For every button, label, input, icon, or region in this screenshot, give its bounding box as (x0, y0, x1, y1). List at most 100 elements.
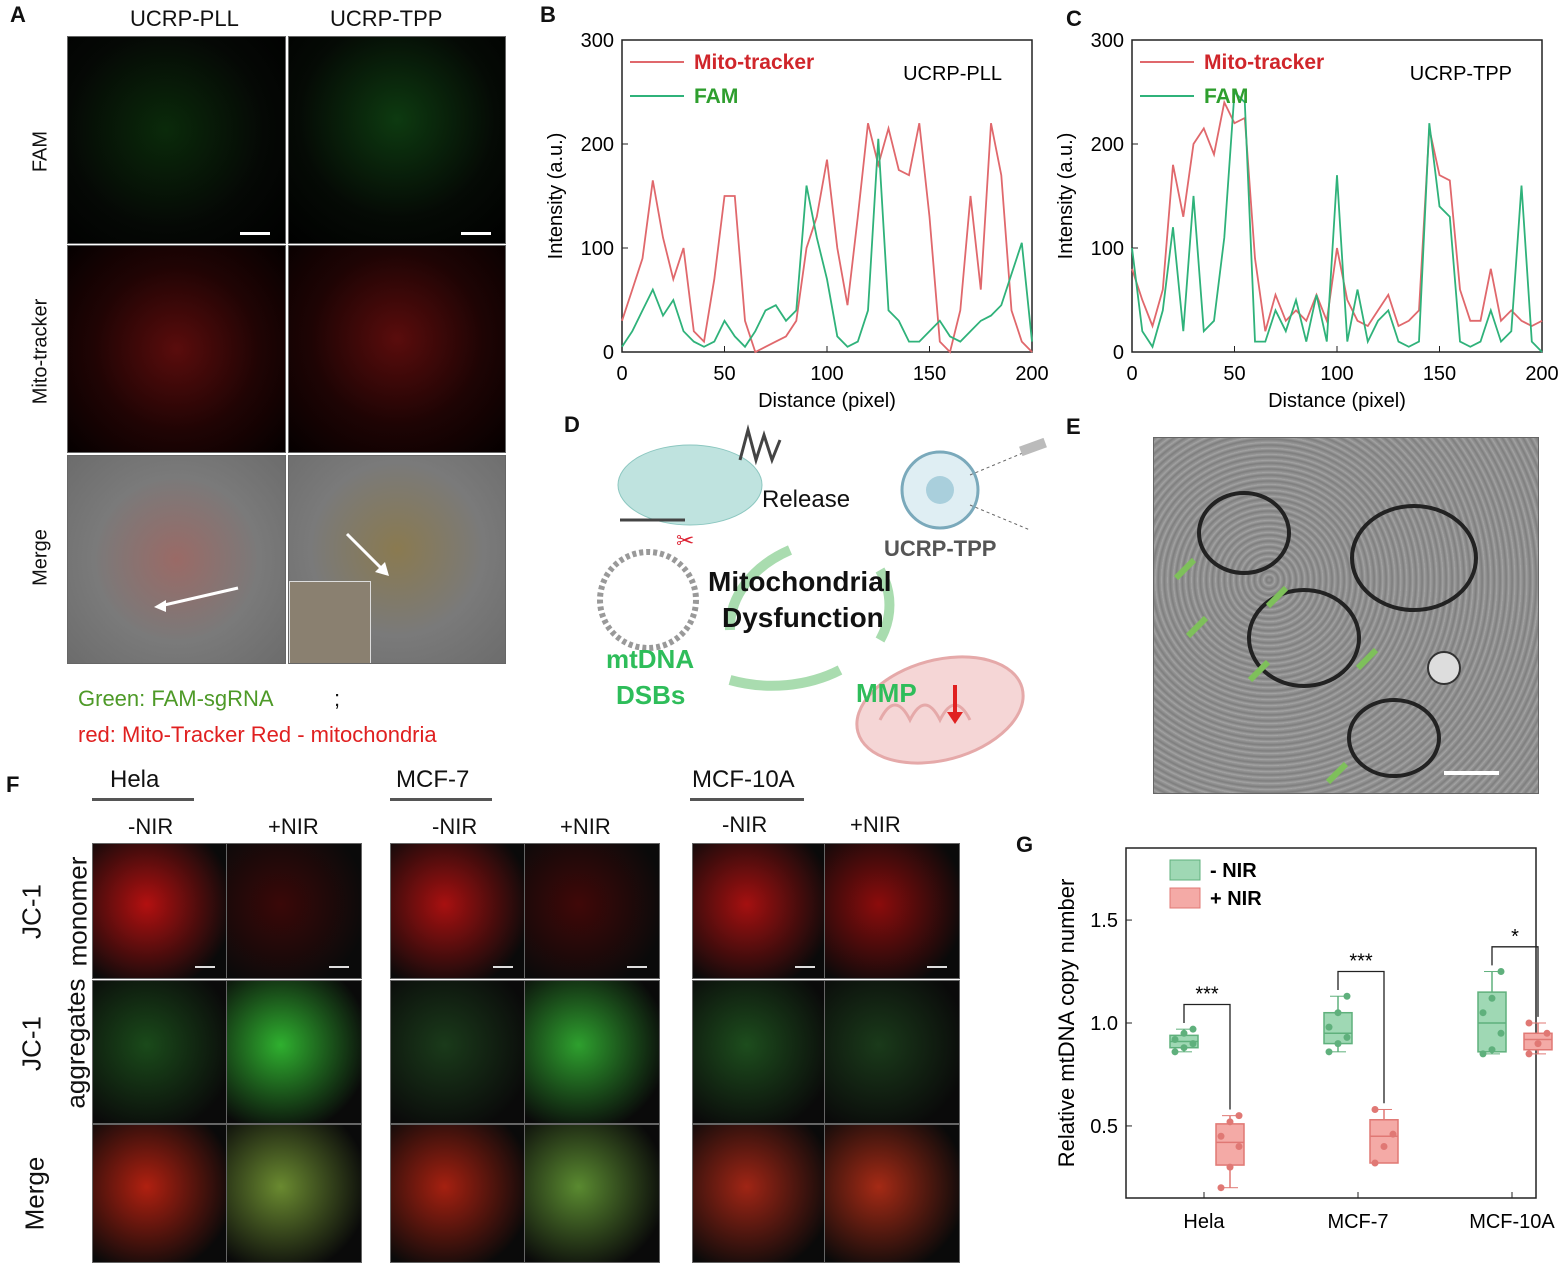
x-tick-label: MCF-10A (1469, 1211, 1555, 1233)
scale-bar (927, 966, 947, 968)
group-underline (690, 798, 804, 801)
significance-label: * (1511, 926, 1519, 948)
jc1-micrograph (692, 980, 828, 1124)
data-point (1226, 1163, 1234, 1171)
y-axis-label: Intensity (a.u.) (1055, 133, 1077, 260)
mitochondrion-icon (855, 655, 1025, 765)
series-line-mito-tracker (1131, 99, 1543, 332)
panel-label-e: E (1066, 414, 1081, 439)
data-point (1325, 1023, 1333, 1031)
row-label-mito-tracker: Mito-tracker (29, 298, 52, 405)
jc1-micrograph (92, 843, 228, 979)
data-point (1525, 1050, 1533, 1058)
y-tick-label: 0 (1113, 342, 1124, 364)
data-point (1488, 994, 1496, 1002)
scale-bar (627, 966, 647, 968)
x-tick-label: 0 (1126, 363, 1137, 385)
col-header-ucrp-pll: UCRP-PLL (130, 6, 239, 31)
label-dysfunction: Dysfunction (722, 602, 884, 633)
y-tick-label: 100 (581, 238, 614, 260)
data-point (1171, 1048, 1179, 1056)
panel-label-d: D (564, 412, 580, 437)
jc1-micrograph (524, 1124, 660, 1263)
cycle-arrow (724, 545, 793, 631)
data-point (1534, 1040, 1542, 1048)
y-tick-label: 200 (1091, 134, 1124, 156)
condition-plus-nir: +NIR (268, 814, 319, 839)
significance-bracket (1183, 1003, 1231, 1110)
scale-bar (329, 966, 349, 968)
y-tick-label: 1.0 (1090, 1013, 1118, 1035)
y-tick-label: 0.5 (1090, 1116, 1118, 1138)
legend-label: FAM (1204, 85, 1248, 108)
panel-label-b: B (540, 2, 556, 27)
jc1-micrograph (524, 843, 660, 979)
condition-minus-nir: -NIR (432, 814, 478, 839)
x-tick-label: 0 (616, 363, 627, 385)
data-point (1479, 1009, 1487, 1017)
scale-bar (461, 232, 491, 235)
row-label-merge: Merge (19, 1156, 50, 1231)
series-line-fam (621, 138, 1033, 349)
panel-label-f: F (6, 772, 20, 797)
jc1-micrograph (692, 1124, 828, 1263)
row-label-aggregates: aggregates (60, 978, 91, 1109)
inset-zoom (289, 581, 371, 663)
micrograph-fam-tpp (288, 36, 506, 244)
x-tick-label: 100 (1320, 363, 1353, 385)
jc1-micrograph (524, 980, 660, 1124)
jc1-micrograph (390, 1124, 526, 1263)
micrograph-mito-tpp (288, 245, 506, 453)
legend-label: + NIR (1210, 888, 1262, 910)
jc1-micrograph (226, 843, 362, 979)
chart-c: 0 50 100 150 200 0 100 200 300 Distance (pixel) In… (1055, 30, 1559, 412)
y-tick-label: 0 (603, 342, 614, 364)
data-point (1235, 1112, 1243, 1120)
data-point (1371, 1105, 1379, 1113)
data-point (1217, 1132, 1225, 1140)
data-point (1217, 1184, 1225, 1192)
cycle-arrow (875, 567, 895, 643)
jc1-micrograph (824, 843, 960, 979)
data-point (1525, 1019, 1533, 1027)
group-label-mcf10a: MCF-10A (692, 766, 795, 793)
jc1-micrograph (226, 980, 362, 1124)
svg-text:✂: ✂ (676, 528, 694, 553)
data-point (1334, 1009, 1342, 1017)
row-label-merge: Merge (29, 529, 52, 586)
arrow-icon (1173, 557, 1197, 581)
jc1-micrograph (92, 1124, 228, 1263)
mtdna-plasmid-icon (597, 549, 699, 651)
legend-label: Mito-tracker (694, 51, 814, 74)
y-tick-label: 300 (581, 30, 614, 52)
label-mmp: MMP (856, 678, 917, 708)
label-mitochondrial: Mitochondrial (708, 566, 892, 597)
x-tick-label: 200 (1525, 363, 1558, 385)
data-point (1380, 1143, 1388, 1151)
legend-swatch (1169, 887, 1201, 909)
legend-green-note: Green: FAM-sgRNA (78, 686, 274, 711)
group-label-mcf7: MCF-7 (396, 766, 470, 793)
legend-label: Mito-tracker (1204, 51, 1324, 74)
jc1-micrograph (692, 843, 828, 979)
data-point (1180, 1029, 1188, 1037)
y-tick-label: 100 (1091, 238, 1124, 260)
significance-label: *** (1195, 983, 1219, 1005)
significance-bracket (1491, 946, 1539, 1017)
condition-minus-nir: -NIR (128, 814, 174, 839)
data-point (1180, 1044, 1188, 1052)
x-tick-label: 50 (713, 363, 735, 385)
box (1477, 991, 1507, 1053)
data-point (1226, 1118, 1234, 1126)
cas9-protein-icon (617, 444, 763, 526)
panel-label-g: G (1016, 832, 1034, 857)
legend-swatch (1169, 859, 1201, 881)
schematic-diagram: ✂ (597, 424, 1047, 765)
arrow-icon (154, 586, 239, 612)
panel-label-c: C (1066, 6, 1082, 31)
data-point (1189, 1040, 1197, 1048)
arrow-icon (1247, 659, 1271, 683)
arrow-icon (1265, 585, 1289, 609)
jc1-micrograph (824, 980, 960, 1124)
row-label-jc1: JC-1 (16, 1016, 47, 1071)
